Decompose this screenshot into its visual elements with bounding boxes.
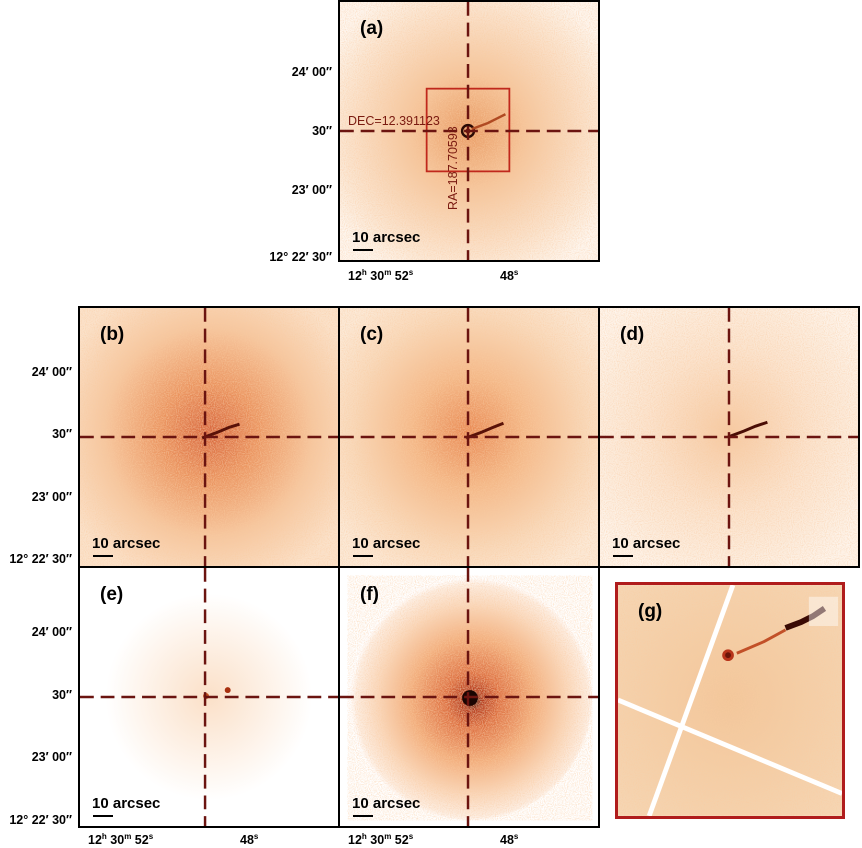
panel-label: (b) [100, 324, 125, 345]
panel-e: (e) 10 arcsec [78, 566, 340, 828]
dec-tick: 30″ [52, 427, 72, 441]
panel-f-image [340, 568, 598, 826]
dec-tick: 30″ [312, 124, 332, 138]
panel-label: (a) [360, 18, 384, 39]
ra-unit-s: s [513, 268, 519, 277]
ra-tick-minutes: 30 [110, 833, 125, 848]
ra-tick: 12h 30m 52s [348, 268, 413, 283]
dec-tick: 23′ 00″ [291, 183, 332, 197]
scale-bar: 10 arcsec [352, 229, 421, 251]
panel-label: (e) [100, 584, 124, 605]
scale-bar-label: 10 arcsec [352, 535, 421, 552]
ra-unit-m: m [384, 832, 392, 841]
ra-coordinate-label: RA=187.70593 [446, 126, 460, 210]
scale-bar-label: 10 arcsec [612, 535, 681, 552]
ra-unit-h: h [101, 832, 107, 841]
ra-unit-h: h [361, 268, 367, 277]
scale-bar: 10 arcsec [92, 535, 161, 557]
scale-bar-label: 10 arcsec [352, 229, 421, 246]
ra-tick: 48s [500, 268, 518, 283]
ra-tick-minutes: 30 [370, 833, 385, 848]
dec-tick: 30″ [52, 688, 72, 702]
panel-f: (f) 10 arcsec [338, 566, 600, 828]
scale-bar-label: 10 arcsec [92, 535, 161, 552]
ra-tick-seconds: 52 [394, 833, 409, 848]
dec-tick: 12° 22′ 30″ [9, 813, 72, 827]
dec-tick: 24′ 00″ [31, 625, 72, 639]
scale-bar: 10 arcsec [92, 795, 161, 817]
dec-tick: 23′ 00″ [31, 490, 72, 504]
scale-bar: 10 arcsec [352, 535, 421, 557]
ra-tick-minutes: 30 [370, 269, 385, 284]
dec-tick: 12° 22′ 30″ [269, 250, 332, 264]
ra-tick-hours: 12 [348, 269, 362, 284]
ra-unit-s: s [408, 268, 414, 277]
panel-b-image [80, 308, 338, 566]
scale-bar-label: 10 arcsec [352, 795, 421, 812]
dec-tick: 24′ 00″ [31, 365, 72, 379]
scale-bar-label: 10 arcsec [92, 795, 161, 812]
ra-unit-m: m [384, 268, 392, 277]
panel-b: (b) 10 arcsec [78, 306, 340, 568]
ra-tick-seconds: 48 [240, 833, 254, 848]
panel-label: (f) [360, 584, 379, 605]
dec-tick: 12° 22′ 30″ [9, 552, 72, 566]
panel-g-inset: (g) [615, 582, 845, 819]
scale-bar: 10 arcsec [612, 535, 681, 557]
ra-unit-s: s [148, 832, 154, 841]
dec-tick: 23′ 00″ [31, 750, 72, 764]
panel-label: (c) [360, 324, 384, 345]
ra-tick-seconds: 48 [500, 269, 514, 284]
ra-tick-seconds: 52 [394, 269, 409, 284]
ra-unit-s: s [513, 832, 519, 841]
panel-c-image [340, 308, 598, 566]
ra-tick-seconds: 48 [500, 833, 514, 848]
ra-tick: 12h 30m 52s [88, 832, 153, 847]
panel-label: (d) [620, 324, 645, 345]
ra-tick-hours: 12 [348, 833, 362, 848]
panel-g-image [618, 585, 842, 816]
ra-tick: 48s [240, 832, 258, 847]
panel-c: (c) 10 arcsec [338, 306, 600, 568]
panel-d: (d) 10 arcsec [598, 306, 860, 568]
panel-e-image [80, 568, 338, 826]
ra-tick-hours: 12 [88, 833, 102, 848]
panel-a-image [340, 2, 598, 260]
panel-label: (g) [638, 601, 663, 622]
panel-a: (a) DEC=12.391123 RA=187.70593 10 arcsec [338, 0, 600, 262]
ra-tick: 48s [500, 832, 518, 847]
ra-unit-h: h [361, 832, 367, 841]
panel-d-image [600, 308, 858, 566]
ra-tick: 12h 30m 52s [348, 832, 413, 847]
ra-tick-seconds: 52 [134, 833, 149, 848]
dec-coordinate-label: DEC=12.391123 [348, 114, 440, 128]
dec-tick: 24′ 00″ [291, 65, 332, 79]
ra-unit-s: s [408, 832, 414, 841]
ra-unit-m: m [124, 832, 132, 841]
ra-unit-s: s [253, 832, 259, 841]
scale-bar: 10 arcsec [352, 795, 421, 817]
